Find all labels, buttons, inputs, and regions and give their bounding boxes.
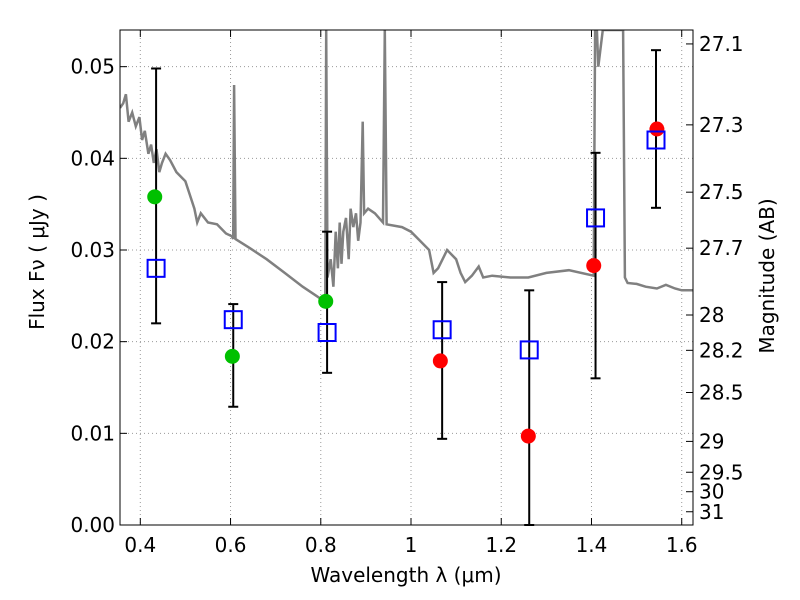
y2-tick-label: 27.3	[699, 113, 744, 137]
y2-tick-label: 27.7	[699, 236, 744, 260]
y2-tick-label: 29.5	[699, 460, 744, 484]
y-tick-label: 0.03	[70, 238, 115, 262]
grid	[120, 30, 693, 526]
y-tick-label: 0.05	[70, 55, 115, 79]
x-tick-label: 0.4	[124, 533, 156, 557]
y2-tick-label: 31	[699, 500, 724, 524]
y-tick-label: 0.00	[70, 513, 115, 537]
red-point	[432, 353, 448, 369]
green-point	[224, 348, 240, 364]
green-point	[318, 293, 334, 309]
plot-frame	[119, 29, 694, 526]
x-tick-label: 1.6	[666, 533, 698, 557]
green-point	[147, 189, 163, 205]
red-point	[520, 428, 536, 444]
red-point	[649, 121, 665, 137]
x-tick-label: 1.4	[576, 533, 608, 557]
y-tick-label: 0.02	[70, 330, 115, 354]
observed-square	[317, 323, 337, 342]
y-tick-label: 0.01	[70, 421, 115, 445]
axis-ticks: 0.4 0.6 0.8 1 1.2 1.4 1.6 0.00 0.01 0.02 0.03 0.04 0…	[70, 30, 744, 557]
y2-tick-label: 27.5	[699, 180, 744, 204]
observed-square	[432, 320, 452, 340]
y2-tick-label: 28	[699, 303, 724, 327]
y2-tick-label: 27.1	[699, 32, 744, 56]
y2-tick-label: 30	[699, 480, 724, 504]
y2-tick-label: 29	[699, 429, 724, 453]
observed-square	[586, 208, 606, 228]
model-spectrum-layer	[120, 30, 693, 303]
x-axis-label: Wavelength λ (μm)	[310, 563, 501, 587]
observed-square	[146, 258, 166, 278]
observed-square	[519, 340, 539, 360]
y-tick-label: 0.04	[70, 146, 115, 170]
y2-tick-label: 28.5	[699, 381, 744, 405]
x-tick-label: 0.6	[215, 533, 247, 557]
x-tick-label: 0.8	[305, 533, 337, 557]
y2-axis-label: Magnitude (AB)	[755, 198, 779, 353]
observed-square	[223, 310, 243, 330]
x-tick-label: 1	[405, 533, 418, 557]
red-point	[586, 258, 602, 274]
markers-layer	[146, 121, 666, 444]
y-axis-label: Flux Fν ( μJy )	[25, 194, 49, 330]
observed-square	[646, 130, 666, 150]
y2-tick-label: 28.2	[699, 338, 744, 362]
x-tick-label: 1.2	[485, 533, 517, 557]
model-spectrum-line	[120, 30, 693, 303]
